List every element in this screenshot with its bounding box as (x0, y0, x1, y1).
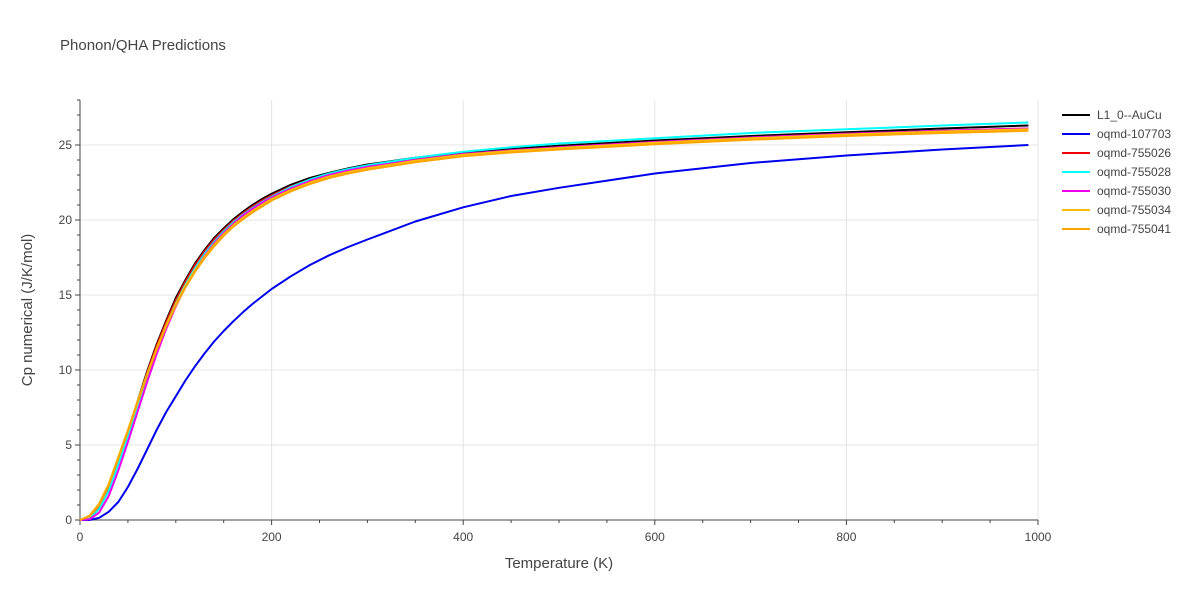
series-layer (79, 121, 1029, 521)
series-line-L1_0--AuCu (79, 124, 1029, 521)
x-axis-label: Temperature (K) (505, 555, 613, 572)
x-tick-label-1: 200 (262, 530, 282, 544)
legend-label-oqmd-755030: oqmd-755030 (1097, 184, 1171, 198)
legend-label-oqmd-755034: oqmd-755034 (1097, 203, 1171, 217)
x-tick-label-2: 400 (453, 530, 473, 544)
grid-layer (80, 100, 1039, 520)
y-tick-label-2: 10 (59, 363, 73, 377)
x-tick-label-5: 1000 (1025, 530, 1052, 544)
y-tick-label-4: 20 (59, 213, 73, 227)
x-tick-label-3: 600 (645, 530, 665, 544)
series-line-oqmd-107703 (80, 144, 1029, 521)
axes-layer: 0 200 400 600 800 1000 0 5 10 15 20 25 (59, 99, 1052, 544)
legend-label-oqmd-755041: oqmd-755041 (1097, 222, 1171, 236)
legend-label-L1_0--AuCu: L1_0--AuCu (1097, 108, 1162, 122)
y-tick-label-5: 25 (59, 138, 73, 152)
legend-label-oqmd-755026: oqmd-755026 (1097, 146, 1171, 160)
legend-label-oqmd-755028: oqmd-755028 (1097, 165, 1171, 179)
chart-title: Phonon/QHA Predictions (60, 37, 226, 54)
legend-label-oqmd-107703: oqmd-107703 (1097, 127, 1171, 141)
x-tick-label-4: 800 (836, 530, 856, 544)
x-tick-label-0: 0 (77, 530, 84, 544)
y-tick-label-3: 15 (59, 288, 73, 302)
series-line-oqmd-755041 (79, 129, 1029, 521)
y-tick-label-1: 5 (65, 438, 72, 452)
legend: L1_0--AuCu oqmd-107703 oqmd-755026 oqmd-755… (1062, 108, 1171, 236)
y-axis-label: Cp numerical (J/K/mol) (19, 234, 36, 387)
series-line-oqmd-755028 (79, 121, 1029, 521)
series-line-oqmd-755026 (79, 127, 1029, 521)
series-line-oqmd-755030 (79, 127, 1029, 521)
y-tick-label-0: 0 (65, 513, 72, 527)
